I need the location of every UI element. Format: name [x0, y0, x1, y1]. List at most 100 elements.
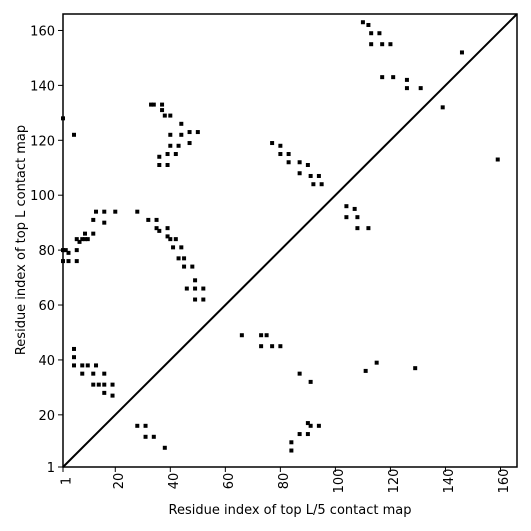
contact-point	[377, 31, 382, 36]
contact-point	[80, 371, 85, 376]
contact-point	[151, 434, 156, 439]
contact-point	[311, 182, 316, 187]
contact-point	[418, 86, 423, 91]
x-tick-label: 120	[387, 469, 402, 494]
contact-point	[380, 75, 385, 80]
contact-point	[165, 163, 170, 167]
contact-point	[77, 239, 82, 244]
contact-point	[369, 31, 374, 36]
contact-point	[110, 382, 115, 387]
contact-point	[102, 371, 107, 376]
contact-point	[182, 256, 187, 261]
contact-point	[440, 105, 445, 110]
contact-point	[201, 286, 206, 291]
contact-point	[278, 152, 283, 157]
contact-point	[91, 231, 96, 236]
x-tick-label: 80	[277, 473, 292, 490]
contact-point	[74, 248, 79, 253]
x-tick-label: 60	[222, 473, 237, 490]
contact-point	[286, 152, 291, 157]
contact-point	[160, 108, 165, 113]
y-tick-label: 160	[30, 24, 55, 39]
contact-point	[61, 259, 65, 264]
contact-point	[91, 371, 96, 376]
contact-point	[176, 143, 181, 148]
x-tick-label: 40	[167, 473, 182, 490]
x-tick-label: 1	[60, 477, 75, 485]
contact-point	[316, 173, 321, 178]
contact-point	[344, 204, 349, 209]
contact-point	[157, 154, 162, 159]
contact-point	[63, 248, 68, 253]
contact-point	[305, 421, 310, 426]
contact-point	[459, 50, 464, 55]
contact-point	[193, 286, 198, 291]
contact-point	[168, 143, 173, 148]
contact-point	[380, 42, 385, 47]
contact-point	[369, 42, 374, 47]
contact-point	[179, 121, 184, 126]
contact-point	[264, 333, 269, 338]
x-tick-label: 160	[497, 469, 512, 494]
contact-point	[96, 382, 101, 387]
x-tick-label: 100	[332, 469, 347, 494]
contact-point	[270, 141, 275, 146]
contact-point	[162, 113, 167, 118]
contact-point	[259, 333, 264, 338]
contact-point	[83, 237, 88, 242]
contact-point	[168, 132, 173, 137]
contact-point	[195, 130, 200, 135]
contact-point	[66, 250, 71, 255]
contact-point	[289, 440, 294, 445]
contact-point	[61, 248, 65, 253]
contact-point	[495, 157, 500, 162]
contact-point	[66, 259, 71, 264]
y-tick-label: 100	[30, 189, 55, 204]
contact-point	[278, 143, 283, 148]
contact-point	[308, 423, 313, 428]
contact-point	[162, 445, 167, 450]
contact-point	[94, 363, 99, 368]
contact-point	[171, 245, 176, 250]
y-tick-label: 60	[38, 299, 55, 314]
contact-point	[355, 226, 360, 231]
x-tick-label: 20	[112, 473, 127, 490]
contact-point	[165, 152, 170, 157]
contact-point	[286, 160, 291, 165]
contact-point	[165, 226, 170, 231]
contact-point	[83, 231, 88, 236]
contact-point	[179, 132, 184, 137]
contact-point	[146, 217, 151, 222]
y-tick-label: 1	[47, 461, 55, 476]
contact-point	[297, 432, 302, 437]
contact-point	[91, 382, 96, 387]
contact-point	[366, 226, 371, 231]
contact-point	[72, 363, 77, 368]
contact-point	[176, 256, 181, 261]
contact-point	[344, 215, 349, 220]
contact-point	[179, 245, 184, 250]
y-tick-label: 120	[30, 134, 55, 149]
contact-point	[184, 286, 189, 291]
contact-point	[355, 215, 360, 220]
contact-point	[308, 379, 313, 384]
contact-point	[297, 171, 302, 176]
contact-point	[85, 363, 90, 368]
contact-point	[74, 259, 79, 264]
contact-point	[168, 237, 173, 242]
contact-point	[413, 366, 418, 371]
contact-point	[154, 217, 159, 222]
contact-point	[80, 237, 85, 242]
contact-point	[366, 22, 371, 27]
contact-point	[404, 77, 409, 82]
contact-point	[135, 209, 140, 214]
contact-point	[102, 382, 107, 387]
contact-point	[61, 116, 65, 121]
contact-point	[239, 333, 244, 338]
contact-point	[157, 228, 162, 233]
contact-point	[72, 355, 77, 360]
contact-point	[102, 209, 107, 214]
contact-point	[154, 226, 159, 231]
contact-point	[143, 434, 148, 439]
